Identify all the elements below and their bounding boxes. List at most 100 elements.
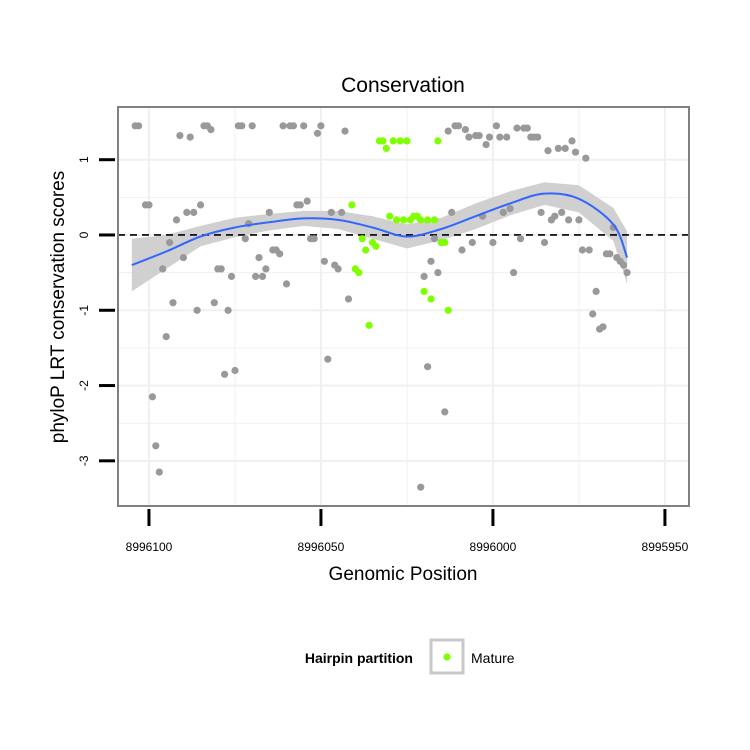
data-point-other (262, 265, 270, 273)
data-point-other (585, 246, 593, 254)
data-point-other (338, 208, 346, 216)
data-point-other (317, 122, 325, 130)
data-point-other (499, 208, 507, 216)
data-point-other (207, 126, 215, 134)
data-point-other (210, 299, 218, 307)
data-point-other (558, 208, 566, 216)
data-point-other (276, 250, 284, 258)
smooth-curve (131, 192, 629, 267)
data-point-other (551, 212, 559, 220)
data-point-other (427, 257, 435, 265)
data-point-other (482, 141, 490, 149)
data-point-mature (372, 242, 380, 250)
y-axis: 1 0 -1 -2 -3 (77, 156, 115, 466)
data-point-mature (399, 216, 408, 224)
data-point-other (190, 208, 198, 216)
data-point-other (176, 132, 184, 140)
data-point-mature (434, 137, 442, 145)
data-point-other (489, 238, 497, 247)
data-point-other (334, 265, 342, 273)
data-point-other (582, 154, 590, 162)
data-point-mature (424, 216, 432, 224)
data-point-other (458, 246, 466, 254)
data-point-other (571, 148, 580, 156)
data-point-other (159, 265, 167, 273)
data-point-mature (430, 216, 439, 224)
data-point-other (620, 261, 628, 269)
data-point-other (145, 201, 153, 209)
data-point-other (238, 122, 246, 130)
data-point-other (575, 216, 583, 224)
data-point-other (513, 124, 521, 132)
data-point-other (506, 205, 514, 213)
x-axis: 8996100 8996050 8996000 8995950 (126, 509, 689, 554)
data-point-other (289, 122, 297, 130)
data-point-other (303, 197, 311, 205)
data-point-other (279, 122, 287, 130)
data-point-other (554, 144, 562, 152)
y-tick-label: 1 (77, 156, 91, 163)
data-point-mature (379, 137, 387, 145)
data-point-other (300, 122, 308, 130)
data-point-other (509, 269, 518, 277)
data-point-other (544, 147, 552, 155)
data-point-other (503, 133, 511, 141)
data-point-other (221, 370, 229, 378)
data-point-other (258, 272, 267, 280)
data-point-other (568, 137, 576, 145)
data-point-other (227, 272, 236, 280)
data-point-other (420, 272, 428, 280)
data-point-other (327, 208, 335, 216)
legend-title: Hairpin partition (305, 650, 413, 666)
x-tick-label: 8996100 (126, 540, 173, 554)
data-point-other (523, 124, 531, 132)
data-point-other (169, 299, 177, 307)
data-point-other (155, 468, 163, 476)
data-point-other (623, 269, 631, 277)
data-point-other (152, 442, 160, 450)
data-point-other (172, 216, 181, 224)
data-point-other (516, 235, 525, 243)
legend-key-point (443, 653, 451, 661)
data-point-other (434, 269, 442, 277)
data-point-other (492, 122, 500, 130)
data-point-other (231, 366, 239, 375)
data-point-mature (365, 321, 373, 329)
y-axis-label: phyloP LRT conservation scores (48, 171, 69, 444)
data-point-mature (396, 137, 404, 145)
data-point-other (565, 216, 573, 224)
data-point-other (252, 272, 260, 280)
data-point-other (183, 208, 191, 216)
data-point-other (193, 306, 201, 314)
data-point-mature (444, 306, 452, 314)
data-point-other (441, 408, 449, 416)
data-point-other (344, 295, 353, 303)
data-point-mature (393, 216, 401, 224)
points-mature (348, 137, 452, 329)
data-point-other (166, 238, 174, 247)
data-point-mature (403, 137, 411, 145)
data-point-other (592, 287, 600, 295)
data-point-other (282, 280, 291, 288)
legend-entry-mature: Mature (471, 650, 515, 666)
data-point-mature (389, 137, 397, 145)
data-point-mature (441, 238, 449, 247)
grid-lines (118, 107, 689, 506)
data-point-other (606, 250, 614, 258)
data-point-other (217, 265, 225, 273)
data-point-other (255, 254, 263, 262)
x-axis-label: Genomic Position (329, 564, 478, 585)
data-point-other (537, 208, 545, 216)
data-point-other (454, 122, 463, 130)
data-point-other (430, 235, 439, 243)
data-point-other (461, 126, 469, 134)
data-point-mature (427, 295, 435, 303)
data-point-mature (386, 212, 394, 220)
chart-title: Conservation (341, 74, 465, 97)
data-point-mature (348, 201, 356, 209)
data-point-other (197, 201, 205, 209)
data-point-other (444, 127, 452, 135)
data-point-mature (362, 246, 370, 254)
data-point-other (320, 257, 328, 265)
